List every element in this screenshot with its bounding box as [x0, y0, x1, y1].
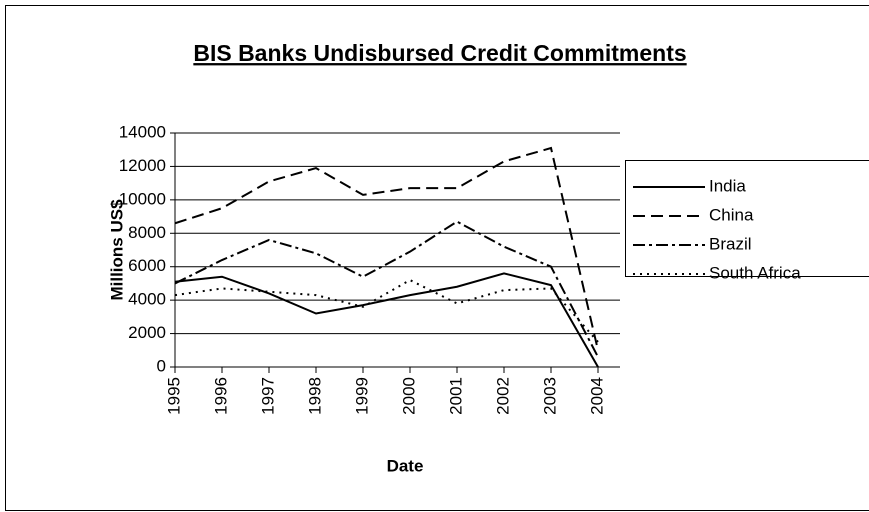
- chart-title: BIS Banks Undisbursed Credit Commitments: [193, 40, 686, 66]
- x-tick-label: 2004: [587, 377, 606, 415]
- y-tick-label: 4000: [128, 290, 166, 309]
- x-tick-label: 2002: [493, 377, 512, 415]
- series-line: [174, 220, 599, 358]
- y-tick-label: 12000: [119, 156, 166, 175]
- y-tick-label: 8000: [128, 223, 166, 242]
- y-tick-label: 10000: [119, 189, 166, 208]
- legend-label: India: [709, 176, 746, 195]
- x-tick-label: 2003: [540, 377, 559, 415]
- x-tick-label: 1997: [258, 377, 277, 415]
- x-tick-label: 1998: [305, 377, 324, 415]
- y-tick-label: 0: [157, 356, 166, 375]
- series-line: [174, 272, 599, 368]
- legend-label: Brazil: [709, 234, 752, 253]
- series-line: [174, 278, 599, 343]
- y-tick-label: 6000: [128, 256, 166, 275]
- legend-label: South Africa: [709, 263, 801, 282]
- x-tick-label: 1995: [164, 377, 183, 415]
- series-line: [174, 146, 599, 351]
- y-axis-title: Millions US$: [107, 199, 126, 301]
- x-tick-label: 1996: [211, 377, 230, 415]
- x-tick-label: 1999: [352, 377, 371, 415]
- y-tick-label: 14000: [119, 122, 166, 141]
- x-axis-title: Date: [387, 456, 424, 475]
- legend-box: [625, 160, 869, 277]
- x-tick-label: 2001: [446, 377, 465, 415]
- y-tick-label: 2000: [128, 323, 166, 342]
- legend-label: China: [709, 205, 754, 224]
- x-tick-label: 2000: [399, 377, 418, 415]
